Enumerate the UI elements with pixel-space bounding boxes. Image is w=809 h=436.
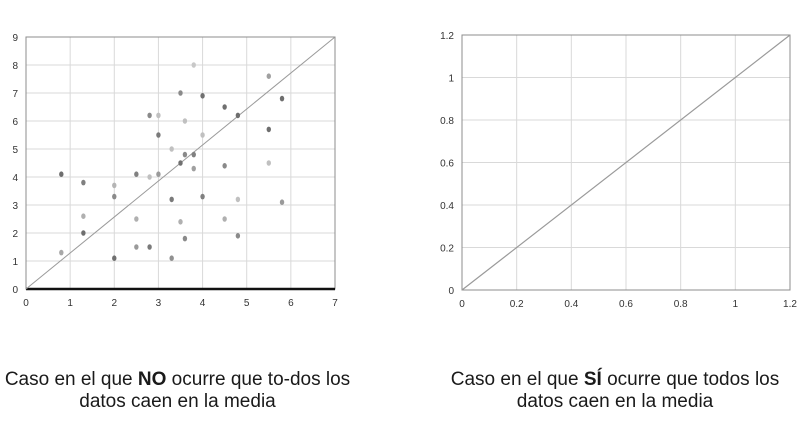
scatter-point bbox=[266, 73, 271, 79]
scatter-chart: 0 1 2 3 4 5 6 7 0 1 2 3 4 5 6 7 8 9 bbox=[12, 33, 338, 309]
line-y-tick-label: 0.4 bbox=[440, 201, 454, 212]
scatter-point bbox=[182, 118, 188, 124]
scatter-x-tick-label: 3 bbox=[156, 298, 162, 309]
line-y-tick-label: 0.8 bbox=[440, 116, 454, 127]
scatter-x-tick-label: 4 bbox=[200, 298, 206, 309]
scatter-point bbox=[112, 255, 117, 261]
scatter-point bbox=[182, 235, 188, 242]
scatter-point bbox=[222, 104, 227, 110]
scatter-point bbox=[156, 112, 161, 119]
scatter-point bbox=[235, 233, 241, 239]
scatter-point bbox=[81, 213, 86, 219]
scatter-x-tick-label: 5 bbox=[244, 298, 250, 309]
scatter-point bbox=[59, 249, 64, 256]
scatter-y-tick-label: 6 bbox=[12, 117, 18, 128]
scatter-point bbox=[191, 62, 196, 68]
scatter-point bbox=[178, 90, 183, 96]
scatter-point bbox=[200, 93, 205, 99]
line-x-tick-label: 0.8 bbox=[674, 299, 688, 310]
left-caption: Caso en el que NO ocurre que to-dos los … bbox=[0, 369, 355, 413]
scatter-point bbox=[59, 171, 64, 177]
scatter-point bbox=[81, 230, 86, 236]
scatter-point bbox=[200, 132, 205, 138]
scatter-y-tick-label: 8 bbox=[12, 61, 18, 72]
left-caption-text-after: ocurre que to-dos los datos caen en la m… bbox=[79, 369, 351, 412]
scatter-point bbox=[112, 182, 117, 189]
left-caption-text-before: Caso en el que bbox=[4, 369, 138, 390]
scatter-point bbox=[134, 244, 139, 250]
scatter-point bbox=[134, 216, 139, 222]
scatter-point bbox=[169, 255, 174, 261]
right-caption-bold: SÍ bbox=[583, 369, 602, 390]
line-y-tick-label: 0.6 bbox=[440, 159, 454, 170]
scatter-point bbox=[81, 179, 86, 186]
scatter-point bbox=[222, 216, 227, 222]
line-x-tick-label: 1.2 bbox=[783, 299, 797, 310]
line-x-tick-label: 0.6 bbox=[619, 299, 633, 310]
scatter-point bbox=[279, 199, 285, 205]
scatter-x-tick-label: 1 bbox=[67, 298, 73, 309]
scatter-point bbox=[147, 112, 152, 119]
scatter-point bbox=[191, 165, 196, 172]
scatter-point bbox=[147, 244, 152, 250]
line-y-tick-label: 1.2 bbox=[440, 31, 454, 42]
line-chart: 0 0.2 0.4 0.6 0.8 1 1.2 0 0.2 0.4 0.6 0.8 1 1.2 bbox=[440, 31, 797, 310]
scatter-point bbox=[169, 196, 174, 203]
scatter-point bbox=[169, 146, 174, 152]
right-caption-text-before: Caso en el que bbox=[450, 369, 584, 390]
scatter-point bbox=[156, 132, 161, 138]
scatter-y-tick-label: 2 bbox=[12, 229, 18, 240]
scatter-point bbox=[235, 196, 241, 203]
scatter-x-tick-label: 7 bbox=[332, 298, 338, 309]
scatter-point bbox=[266, 126, 271, 133]
scatter-point bbox=[112, 193, 117, 200]
left-caption-bold: NO bbox=[137, 369, 167, 390]
line-x-tick-label: 0.4 bbox=[564, 299, 578, 310]
scatter-y-tick-label: 7 bbox=[12, 89, 18, 100]
scatter-point bbox=[178, 219, 183, 225]
scatter-y-tick-label: 0 bbox=[12, 285, 18, 296]
line-x-tick-label: 0 bbox=[459, 299, 465, 310]
scatter-point bbox=[191, 151, 196, 158]
scatter-x-tick-label: 6 bbox=[288, 298, 294, 309]
line-y-tick-label: 0 bbox=[448, 286, 454, 297]
scatter-x-tick-label: 0 bbox=[23, 298, 29, 309]
scatter-point bbox=[279, 95, 285, 102]
line-x-tick-label: 0.2 bbox=[510, 299, 524, 310]
scatter-point bbox=[178, 160, 183, 166]
line-y-tick-label: 0.2 bbox=[440, 244, 454, 255]
line-x-tick-label: 1 bbox=[733, 299, 739, 310]
scatter-y-tick-label: 5 bbox=[12, 145, 18, 156]
right-caption: Caso en el que SÍ ocurre que todos los d… bbox=[430, 369, 800, 413]
scatter-y-tick-label: 9 bbox=[12, 33, 18, 44]
line-series bbox=[461, 34, 791, 291]
scatter-y-tick-label: 3 bbox=[12, 201, 18, 212]
scatter-point bbox=[182, 151, 188, 158]
scatter-x-tick-label: 2 bbox=[112, 298, 118, 309]
scatter-point bbox=[147, 174, 152, 180]
line-plot-frame bbox=[461, 34, 791, 291]
scatter-point bbox=[156, 171, 161, 177]
scatter-point bbox=[266, 160, 271, 166]
right-caption-text-after: ocurre que todos los datos caen en la me… bbox=[516, 369, 780, 412]
scatter-y-tick-label: 1 bbox=[12, 257, 18, 268]
scatter-point bbox=[134, 171, 139, 177]
line-y-tick-label: 1 bbox=[448, 74, 454, 85]
scatter-point bbox=[200, 193, 205, 200]
scatter-point bbox=[222, 163, 227, 169]
scatter-y-tick-label: 4 bbox=[12, 173, 18, 184]
scatter-point bbox=[235, 112, 241, 119]
